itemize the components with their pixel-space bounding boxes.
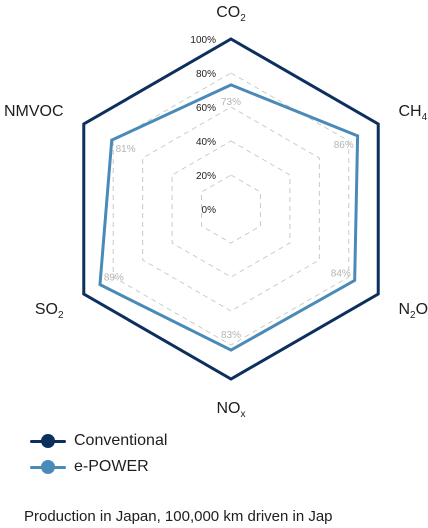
series-conventional [82, 37, 380, 381]
axis-label-nmvoc: NMVOC [4, 103, 64, 120]
axis-labels: CO2 CH4 N2O NOx SO2 NMVOC [4, 4, 428, 420]
legend-swatch-conventional [30, 434, 66, 448]
data-label-so2: 89% [104, 273, 124, 284]
legend-item-conventional[interactable]: Conventional [30, 430, 167, 452]
data-label-n2o: 84% [331, 268, 351, 279]
legend-item-e-power[interactable]: e-POWER [30, 456, 167, 478]
data-label-ch4: 86% [334, 140, 354, 151]
series-layer [82, 37, 380, 381]
tick-label-100: 100% [190, 35, 216, 46]
series-e-power [98, 83, 360, 352]
axis-label-so2: SO2 [35, 301, 64, 321]
axis-label-n2o: N2O [398, 301, 428, 321]
tick-label-60: 60% [196, 103, 216, 114]
data-label-nmvoc: 81% [116, 144, 136, 155]
legend-swatch-e-power [30, 460, 66, 474]
axis-label-co2: CO2 [216, 4, 246, 24]
axis-label-ch4: CH4 [398, 103, 427, 123]
chart-caption: Production in Japan, 100,000 km driven i… [24, 508, 333, 525]
legend-label-conventional: Conventional [74, 432, 168, 449]
tick-labels: 0% 20% 40% 60% 80% 100% [190, 35, 216, 216]
grid-ring-20 [201, 174, 261, 244]
axis-label-nox: NOx [217, 400, 246, 420]
legend: Conventional e-POWER [30, 430, 167, 478]
grid-ring-60 [142, 106, 320, 312]
tick-label-20: 20% [196, 171, 216, 182]
data-label-nox: 83% [221, 330, 241, 341]
tick-label-0: 0% [202, 205, 217, 216]
tick-label-80: 80% [196, 69, 216, 80]
legend-label-e-power: e-POWER [74, 458, 149, 475]
data-labels: 73% 86% 84% 83% 89% 81% [104, 97, 354, 341]
data-label-co2: 73% [221, 97, 241, 108]
radar-chart: 0% 20% 40% 60% 80% 100% 73% 86% 84% 83% 89% 81% CO… [4, 4, 428, 420]
tick-label-40: 40% [196, 137, 216, 148]
grid-ring-40 [171, 140, 291, 278]
